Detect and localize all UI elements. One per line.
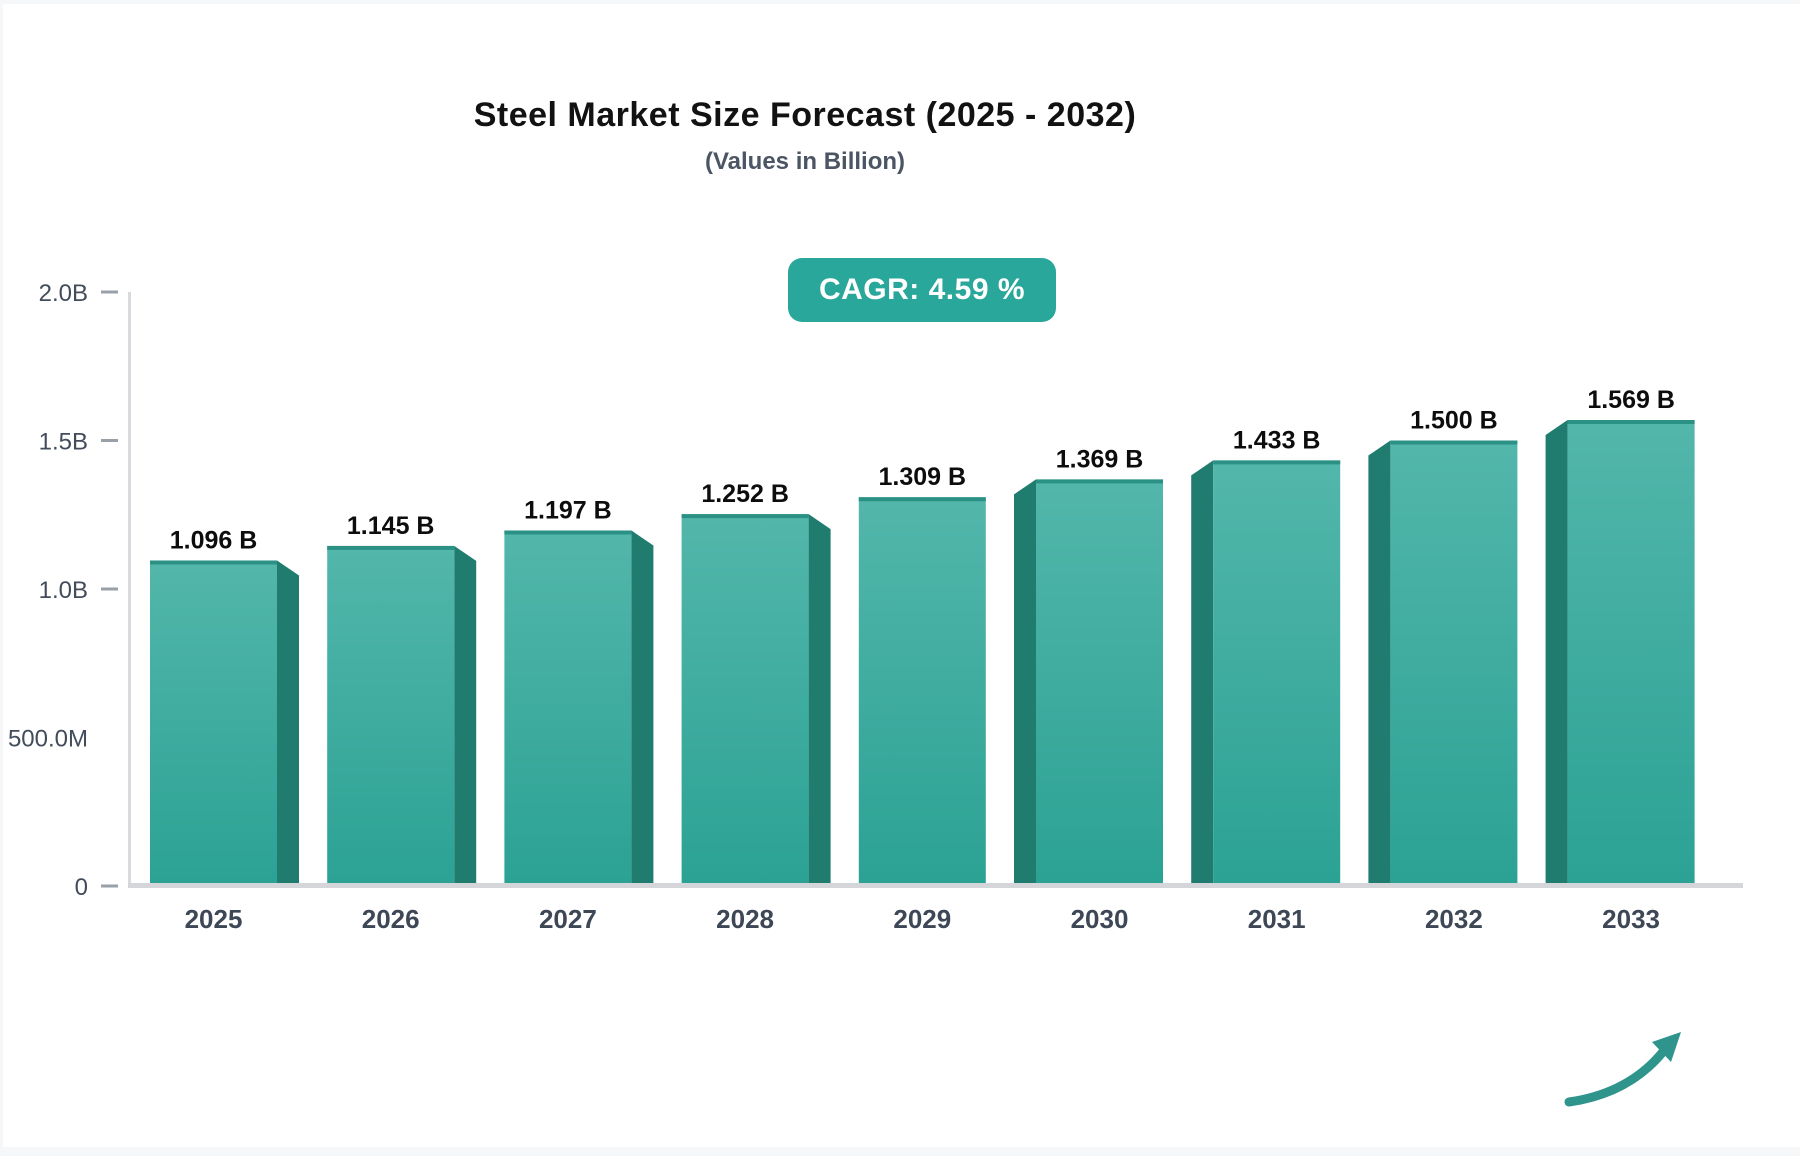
y-tick-label-2: 1.0B bbox=[39, 577, 88, 604]
y-tick-dash-0 bbox=[101, 290, 118, 294]
bar-value-label-2029: 1.309 B bbox=[879, 463, 967, 491]
y-tick-label-4: 0 bbox=[75, 874, 88, 901]
bar-value-label-2028: 1.252 B bbox=[701, 480, 789, 508]
bar-top-edge-2027 bbox=[504, 530, 632, 535]
bar-top-edge-2025 bbox=[150, 560, 277, 565]
x-axis-label-2027: 2027 bbox=[539, 904, 597, 934]
bar-top-edge-2031 bbox=[1213, 460, 1341, 465]
bar-top-edge-2030 bbox=[1036, 479, 1163, 484]
page-title: Steel Market Size Forecast (2025 - 2032) bbox=[473, 96, 1137, 134]
bar-value-label-2031: 1.433 B bbox=[1233, 426, 1321, 454]
bar-top-edge-2032 bbox=[1390, 440, 1518, 445]
y-axis-line bbox=[128, 292, 131, 888]
bar-side-face-2032 bbox=[1368, 440, 1391, 886]
y-tick-dash-2 bbox=[101, 587, 118, 591]
bar-value-label-2033: 1.569 B bbox=[1587, 386, 1675, 414]
bar-2032 bbox=[1390, 440, 1518, 886]
amr-logo-arrow-icon bbox=[1564, 1043, 1671, 1107]
bar-2031 bbox=[1213, 460, 1341, 886]
x-axis-label-2032: 2032 bbox=[1425, 904, 1483, 934]
y-tick-dash-1 bbox=[101, 439, 118, 442]
bar-side-face-2033 bbox=[1545, 420, 1568, 886]
y-tick-label-1: 1.5B bbox=[39, 429, 88, 456]
bar-2029 bbox=[858, 497, 986, 886]
bar-top-edge-2029 bbox=[858, 497, 986, 502]
bar-value-label-2027: 1.197 B bbox=[524, 496, 612, 524]
y-tick-label-3: 500.0M bbox=[8, 726, 88, 753]
bar-side-face-2027 bbox=[631, 530, 654, 886]
bar-top-edge-2028 bbox=[681, 514, 809, 519]
bar-side-face-2026 bbox=[454, 545, 477, 886]
cagr-badge: CAGR: 4.59 % bbox=[788, 258, 1056, 322]
x-axis-label-2030: 2030 bbox=[1071, 904, 1129, 934]
bar-2025 bbox=[150, 560, 277, 886]
bar-side-face-2030 bbox=[1014, 479, 1036, 886]
bar-2026 bbox=[327, 545, 455, 886]
bar-top-edge-2033 bbox=[1567, 420, 1695, 425]
amr-logo-arrowhead-icon bbox=[1652, 1032, 1681, 1062]
bar-top-edge-2026 bbox=[327, 545, 455, 550]
x-axis-label-2031: 2031 bbox=[1248, 904, 1306, 934]
bar-side-face-2031 bbox=[1191, 460, 1214, 886]
bar-side-face-2028 bbox=[808, 514, 831, 886]
bar-value-label-2030: 1.369 B bbox=[1056, 445, 1144, 473]
y-tick-dash-4 bbox=[101, 884, 118, 888]
y-tick-label-0: 2.0B bbox=[39, 280, 88, 307]
bar-value-label-2025: 1.096 B bbox=[170, 526, 258, 554]
amr-logo bbox=[1564, 1032, 1681, 1107]
page-subtitle: (Values in Billion) bbox=[704, 148, 906, 175]
bar-value-label-2032: 1.500 B bbox=[1410, 407, 1498, 435]
bar-2028 bbox=[681, 514, 809, 886]
bar-2033 bbox=[1567, 420, 1695, 886]
x-axis-label-2026: 2026 bbox=[362, 904, 420, 934]
x-axis-label-2028: 2028 bbox=[716, 904, 774, 934]
bar-value-label-2026: 1.145 B bbox=[347, 512, 435, 540]
x-axis-label-2033: 2033 bbox=[1602, 904, 1660, 934]
bar-2027 bbox=[504, 530, 632, 886]
bar-2030 bbox=[1036, 479, 1163, 886]
x-axis-line bbox=[128, 883, 1743, 888]
bar-side-face-2025 bbox=[277, 560, 299, 886]
x-axis-label-2025: 2025 bbox=[185, 904, 243, 934]
x-axis-label-2029: 2029 bbox=[893, 904, 951, 934]
